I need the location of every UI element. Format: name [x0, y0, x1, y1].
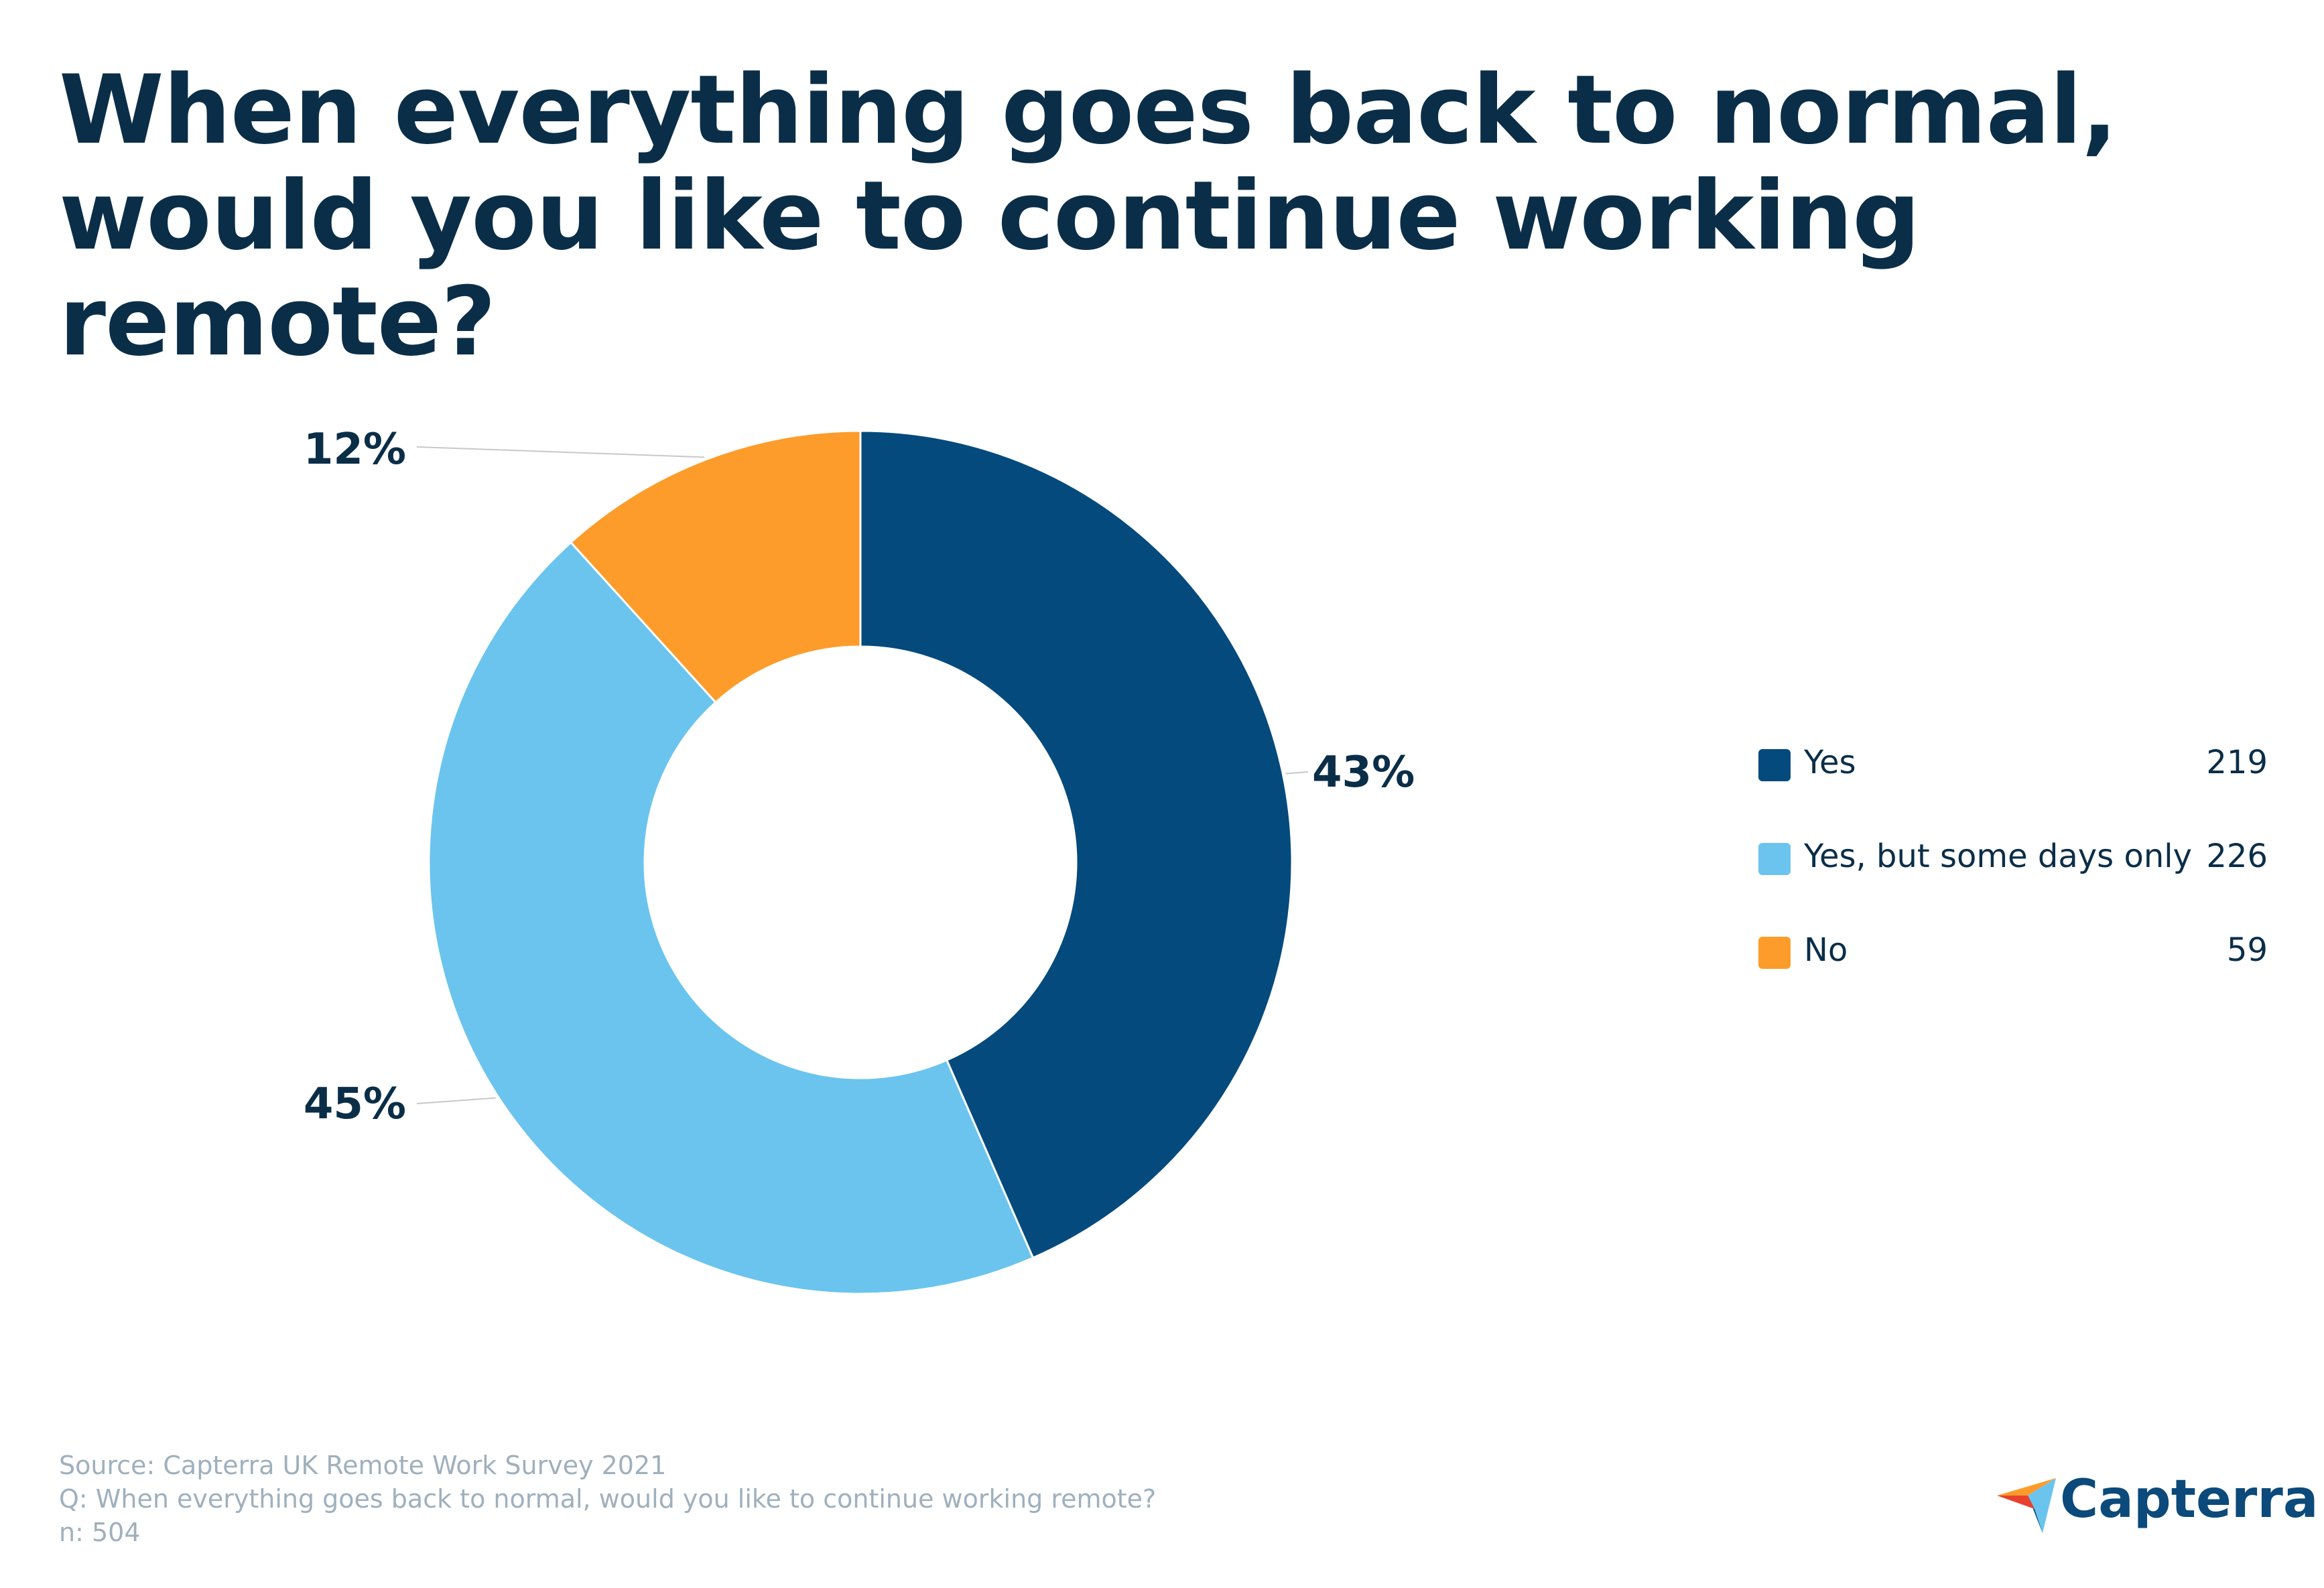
chart-footer: Source: Capterra UK Remote Work Survey 2… — [59, 1449, 1156, 1549]
capterra-logo-text: Capterra — [2060, 1469, 2319, 1530]
legend-item-yes-some-days[interactable]: Yes, but some days only 226 — [1758, 838, 2268, 879]
chart-legend: Yes 219 Yes, but some days only 226 No 5… — [1758, 744, 2268, 1025]
data-label: 45% — [304, 1079, 406, 1129]
capterra-logo-icon — [1997, 1478, 2056, 1533]
data-label: 43% — [1312, 748, 1415, 797]
question-note: Q: When everything goes back to normal, … — [59, 1484, 1157, 1514]
legend-item-yes[interactable]: Yes 219 — [1758, 744, 2268, 785]
legend-label: Yes — [1804, 744, 1856, 781]
leader-line — [1285, 771, 1309, 775]
source-note: Source: Capterra UK Remote Work Survey 2… — [59, 1451, 667, 1480]
slice-no[interactable] — [569, 429, 862, 704]
chart-title: When everything goes back to normal, wou… — [59, 55, 2118, 377]
legend-label: Yes, but some days only — [1804, 838, 2192, 875]
legend-count: 226 — [2206, 838, 2268, 875]
slice-yes[interactable] — [859, 429, 1293, 1260]
legend-item-no[interactable]: No 59 — [1758, 931, 2268, 973]
sample-size-note: n: 504 — [59, 1518, 141, 1547]
legend-swatch — [1758, 843, 1791, 875]
capterra-logo: Capterra — [1996, 1466, 2318, 1540]
slice-yes-some-days[interactable] — [428, 541, 1035, 1295]
legend-count: 219 — [2206, 744, 2268, 781]
legend-count: 59 — [2226, 931, 2268, 969]
leader-line — [416, 446, 705, 458]
legend-swatch — [1758, 937, 1791, 969]
legend-swatch — [1758, 749, 1791, 781]
data-label: 12% — [304, 425, 406, 474]
legend-label: No — [1804, 931, 1848, 969]
leader-line — [416, 1097, 496, 1104]
